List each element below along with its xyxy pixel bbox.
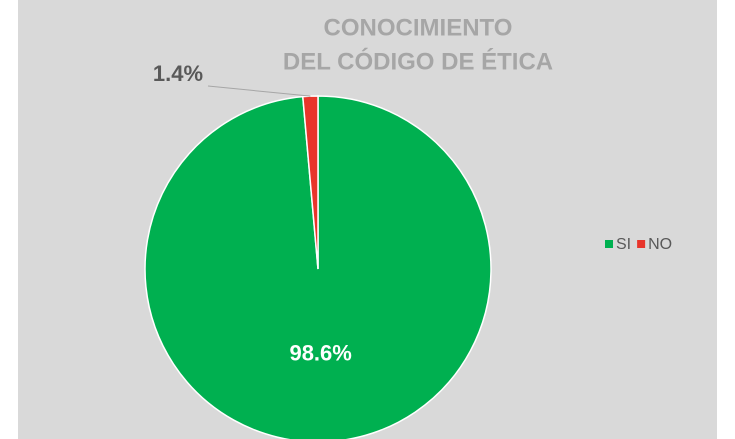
legend-swatch xyxy=(637,240,646,248)
legend-label: NO xyxy=(648,236,672,253)
legend-label: SI xyxy=(616,236,631,253)
data-label: 98.6% xyxy=(289,340,351,365)
pie-slice xyxy=(301,95,319,270)
leader-line xyxy=(207,85,311,97)
chart-title: DEL CÓDIGO DE ÉTICA xyxy=(283,47,553,75)
chart-title: CONOCIMIENTO xyxy=(324,14,513,41)
data-label: 1.4% xyxy=(153,61,203,86)
legend-swatch xyxy=(605,240,613,248)
